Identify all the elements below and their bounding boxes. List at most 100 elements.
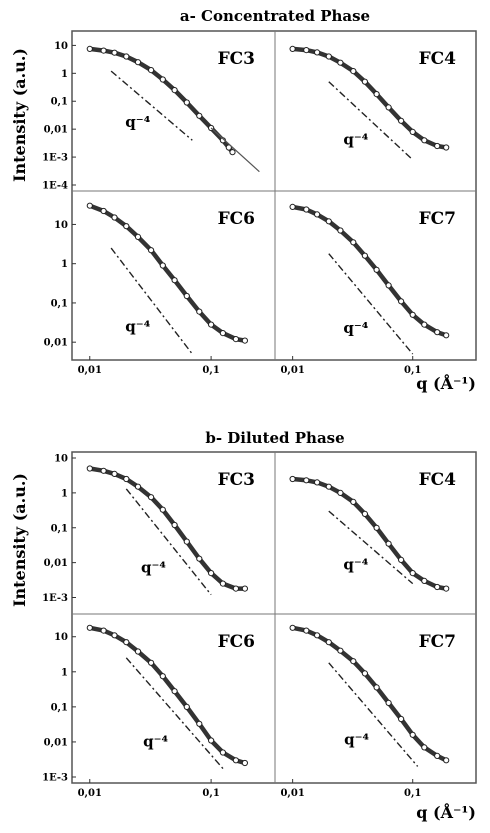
data-point (289, 203, 296, 210)
data-point (303, 206, 310, 213)
data-point (159, 506, 166, 513)
y-tick-label: 0,1 (51, 298, 68, 309)
data-point (229, 149, 236, 156)
series-line-fc3 (87, 46, 235, 155)
slope-label: q⁻⁴ (343, 130, 368, 148)
slope-label: q⁻⁴ (125, 318, 150, 336)
data-point (443, 757, 450, 764)
slope-label: q⁻⁴ (143, 733, 168, 751)
data-point (337, 59, 344, 66)
data-point (325, 53, 332, 60)
panel-label: FC7 (419, 209, 456, 229)
data-point (134, 59, 142, 66)
y-tick-label: 10 (54, 454, 68, 465)
data-point (361, 510, 368, 518)
panel-label: FC3 (218, 470, 255, 490)
data-point (196, 308, 203, 315)
slope-guide-line (110, 247, 193, 355)
data-point (171, 521, 178, 529)
data-point (219, 330, 226, 337)
data-point (421, 137, 428, 144)
data-point (385, 699, 392, 707)
data-point (421, 321, 428, 328)
data-point (398, 556, 405, 564)
x-tick-label: 0,1 (202, 365, 219, 376)
data-point (289, 624, 296, 631)
data-point (385, 282, 392, 289)
data-point (123, 639, 130, 646)
data-point (232, 336, 239, 343)
y-tick-label: 1E-3 (42, 773, 68, 784)
data-point (111, 49, 118, 56)
data-point (409, 570, 416, 577)
x-tick-label: 0,1 (202, 788, 219, 799)
data-point (373, 524, 380, 531)
data-point (148, 247, 155, 254)
slope-guide-line (125, 657, 226, 772)
data-point (196, 112, 203, 119)
data-point (337, 489, 344, 496)
slope-guide-line (328, 510, 414, 585)
data-point (434, 142, 441, 150)
y-tick-label: 0,01 (44, 125, 68, 136)
data-point (232, 757, 239, 764)
data-point (241, 759, 248, 767)
panel-label: FC4 (419, 49, 457, 69)
y-tick-label: 0,01 (44, 558, 68, 569)
figure-a-title: a- Concentrated Phase (180, 7, 370, 25)
y-tick-label: 0,1 (51, 523, 68, 534)
data-point (409, 311, 416, 318)
slope-label: q⁻⁴ (141, 558, 166, 576)
data-point (86, 624, 93, 631)
data-point (208, 321, 215, 328)
data-point (123, 53, 130, 60)
slope-guide-line (328, 662, 419, 767)
panel-label: FC6 (218, 209, 255, 229)
data-point (148, 494, 155, 501)
data-point (183, 703, 190, 711)
data-point (385, 540, 392, 547)
data-point (183, 538, 190, 545)
data-point (398, 715, 405, 723)
data-point (373, 684, 380, 691)
slope-guide-line (125, 488, 212, 596)
data-point (289, 475, 296, 483)
plot-frame (71, 451, 477, 784)
figure-b-title: b- Diluted Phase (205, 429, 344, 447)
slope-label: q⁻⁴ (344, 731, 369, 749)
data-point (196, 555, 203, 562)
x-tick-label: 0,01 (78, 365, 102, 376)
data-point (421, 577, 428, 585)
data-point (373, 266, 380, 273)
data-point (398, 117, 405, 124)
data-point (100, 627, 107, 634)
y-tick-label: 1 (61, 667, 68, 678)
data-point (409, 731, 416, 738)
figure-b-xlabel: q (Å⁻¹) (416, 801, 476, 822)
y-tick-label: 10 (54, 220, 68, 231)
data-point (241, 337, 248, 344)
data-point (409, 128, 416, 135)
data-point (219, 580, 226, 587)
y-tick-label: 0,01 (44, 338, 68, 349)
data-point (314, 632, 321, 639)
panel-label: FC4 (419, 470, 457, 490)
data-point (123, 223, 130, 230)
data-point (196, 720, 203, 727)
data-point (111, 470, 118, 477)
slope-label: q⁻⁴ (343, 319, 368, 337)
data-point (86, 202, 93, 209)
data-point (183, 292, 190, 300)
data-point (289, 45, 296, 53)
data-point (183, 99, 190, 106)
data-point (134, 483, 142, 490)
x-tick-label: 0,01 (280, 788, 304, 799)
data-point (350, 239, 357, 246)
y-tick-label: 1E-4 (42, 181, 68, 192)
y-tick-label: 0,1 (51, 702, 68, 713)
data-point (361, 670, 368, 677)
data-point (434, 329, 441, 336)
data-point (443, 585, 450, 592)
y-tick-label: 1 (61, 488, 68, 499)
